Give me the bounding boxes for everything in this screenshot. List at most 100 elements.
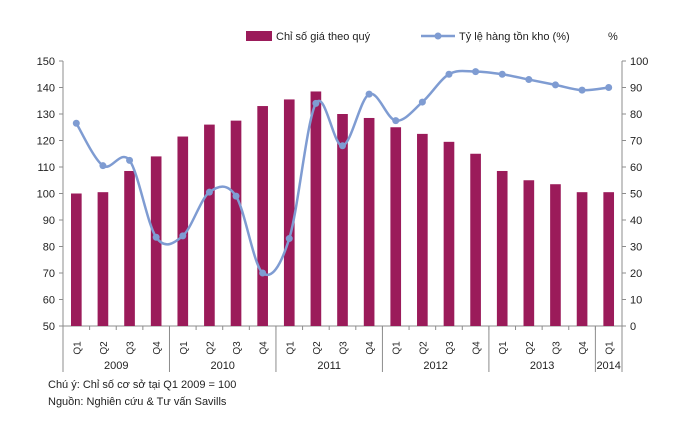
right-axis-tick-label: 0 [630,321,636,333]
left-axis-tick-label: 50 [43,321,55,333]
inventory-rate-point [339,142,346,150]
inventory-rate-point [472,68,480,76]
inventory-rate-point [445,70,453,78]
left-axis-tick-label: 80 [43,242,55,254]
x-axis-labels: Q1 Q2 Q3 Q4 Q1 Q2 Q3 Q4 Q1 Q2 Q3 Q4 Q1 Q2 Q3 Q4 Q1 Q2 Q3 Q4… [62,326,623,372]
inventory-rate-point [312,99,320,107]
legend-line-marker [434,32,442,40]
quarter-label: Q4 [578,341,589,355]
price-index-bar [204,124,215,326]
price-index-bar [70,193,82,326]
combo-chart: Chỉ số giá theo quý Tỷ lệ hàng tồn kho (… [37,31,649,372]
price-index-bar [337,114,348,326]
legend-line-label: Tỷ lệ hàng tồn kho (%) [459,31,570,43]
inventory-rate-point [578,86,586,94]
right-axis-tick-label: 20 [630,268,642,280]
inventory-rate-point [418,98,426,106]
note-source: Nguồn: Nghiên cứu & Tư vấn Savills [48,396,227,408]
quarter-label: Q4 [472,341,483,355]
quarter-label: Q3 [126,341,137,355]
line-series [72,68,613,277]
price-index-bar [470,153,481,326]
left-axis-tick-label: 100 [37,189,55,201]
quarter-label: Q4 [365,341,376,355]
right-axis-tick-label: 70 [630,136,642,148]
price-index-bar [496,170,508,326]
right-axis-tick-label: 10 [630,295,642,307]
price-index-bar [603,192,615,326]
quarter-label: Q3 [339,341,350,355]
bar-series [70,91,615,327]
inventory-rate-point [605,84,613,91]
year-label: 2012 [423,360,447,372]
inventory-rate-point [179,232,187,240]
right-axis-tick-label: 60 [630,162,642,174]
legend-bar-swatch [246,31,272,41]
right-axis-tick-label: 50 [630,189,642,201]
quarter-label: Q1 [285,341,296,355]
left-axis-tick-label: 60 [43,295,55,307]
quarter-label: Q1 [392,341,403,355]
right-axis-tick-label: 30 [630,242,642,254]
price-index-bar [443,141,455,326]
right-axis-unit: % [608,31,618,43]
year-label: 2009 [104,360,128,372]
price-index-bar [177,136,189,326]
left-axis-tick-label: 110 [37,162,55,174]
legend-bar-label: Chỉ số giá theo quý [276,31,371,43]
right-axis-tick-label: 90 [630,83,642,95]
year-label: 2014 [596,360,620,372]
inventory-rate-point [72,119,80,127]
quarter-label: Q2 [418,341,429,355]
price-index-bar [523,180,535,326]
quarter-label: Q2 [99,341,110,355]
inventory-rate-point [285,235,293,243]
right-axis-tick-label: 40 [630,215,642,227]
inventory-rate-point [365,90,373,98]
inventory-rate-point [126,156,134,164]
price-index-bar [124,170,135,326]
price-index-bar [150,156,162,326]
inventory-rate-point [205,188,213,196]
inventory-rate-point [259,269,267,277]
inventory-rate-point [392,117,400,125]
quarter-label: Q1 [605,341,616,355]
quarter-label: Q2 [525,341,536,355]
left-axis-tick-label: 120 [37,136,55,148]
inventory-rate-point [99,162,107,170]
left-axis-tick-label: 140 [37,83,55,95]
left-axis-tick-label: 70 [43,268,55,280]
inventory-rate-line [75,69,609,276]
quarter-label: Q3 [551,341,562,355]
inventory-rate-point [551,81,559,89]
legend: Chỉ số giá theo quý Tỷ lệ hàng tồn kho (… [246,31,618,43]
price-index-bar [550,184,561,326]
left-axis-tick-label: 130 [37,109,55,121]
inventory-rate-point [152,233,160,241]
right-axis-tick-label: 80 [630,109,642,121]
quarter-label: Q1 [498,341,509,355]
axes: 50 60 70 80 90 100 110 120 130 140 150 0 10 20 30 40 50 6… [37,56,649,333]
quarter-label: Q2 [205,341,216,355]
quarter-label: Q3 [445,341,456,355]
price-index-bar [417,133,428,327]
quarter-label: Q4 [259,341,270,355]
left-axis-tick-label: 150 [37,56,55,68]
price-index-bar [97,192,109,326]
inventory-rate-point [525,76,533,84]
price-index-bar [576,192,588,326]
right-axis-tick-label: 100 [630,56,648,68]
price-index-bar [310,91,322,326]
price-index-bar [390,127,402,326]
quarter-label: Q1 [179,341,190,355]
year-label: 2010 [210,360,234,372]
left-axis-tick-label: 90 [43,215,55,227]
price-index-bar [283,99,295,327]
inventory-rate-point [232,192,240,200]
price-index-bar [257,106,268,326]
quarter-label: Q2 [312,341,323,355]
inventory-rate-point [498,70,506,78]
year-label: 2013 [530,360,554,372]
quarter-label: Q4 [152,341,163,355]
quarter-label: Q1 [72,341,83,355]
